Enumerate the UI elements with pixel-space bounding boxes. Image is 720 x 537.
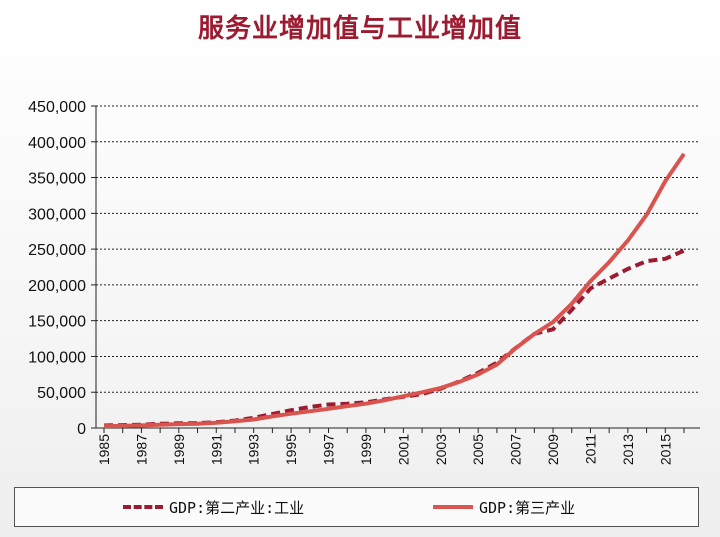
y-tick-label: 300,000: [28, 206, 86, 223]
x-tick-label: 2013: [620, 434, 636, 465]
y-tick-label: 400,000: [28, 135, 86, 152]
x-tick-label: 2005: [470, 434, 486, 465]
y-tick-label: 350,000: [28, 171, 86, 188]
y-tick-label: 50,000: [37, 385, 86, 402]
axes: [91, 105, 700, 433]
legend-item-services: GDP:第三产业: [433, 488, 575, 526]
x-tick-label: 1989: [171, 434, 187, 465]
series-lines: [103, 152, 686, 429]
gridlines: [96, 105, 700, 393]
x-tick-labels: 1985 1987 1989 1991 1993 1995 1997 1999 2001 2003…: [96, 434, 673, 465]
series-line-industry: [103, 248, 685, 428]
x-tick-label: 2001: [395, 434, 411, 465]
x-tick-label: 2007: [508, 434, 524, 465]
y-tick-label: 450,000: [28, 99, 86, 116]
x-tick-label: 1985: [96, 434, 112, 465]
legend: GDP:第二产业:工业 GDP:第三产业: [14, 487, 699, 527]
legend-swatch-services: [433, 505, 473, 509]
legend-item-industry: GDP:第二产业:工业: [123, 488, 304, 526]
x-tick-label: 1995: [283, 434, 299, 465]
y-tick-label: 0: [77, 421, 86, 438]
x-tick-label: 2009: [545, 434, 561, 465]
y-tick-label: 200,000: [28, 278, 86, 295]
x-tick-label: 2003: [433, 434, 449, 465]
legend-label-services: GDP:第三产业: [479, 498, 576, 517]
legend-label-industry: GDP:第二产业:工业: [169, 498, 305, 517]
x-tick-label: 1987: [133, 434, 149, 465]
y-tick-labels: 0 50,000 100,000 150,000 200,000 250,000 300,0…: [28, 99, 86, 438]
x-tick-label: 1999: [358, 434, 374, 465]
x-tick-label: 1991: [208, 434, 224, 465]
y-tick-label: 150,000: [28, 314, 86, 331]
y-tick-label: 250,000: [28, 242, 86, 259]
chart-title: 服务业增加值与工业增加值: [197, 14, 522, 44]
legend-swatch-industry: [123, 505, 163, 509]
y-tick-label: 100,000: [28, 349, 86, 366]
x-tick-label: 2015: [657, 434, 673, 465]
x-tick-label: 1993: [246, 434, 262, 465]
x-tick-label: 1997: [321, 434, 337, 465]
series-line-services: [103, 152, 686, 429]
x-tick-label: 2011: [582, 434, 598, 464]
